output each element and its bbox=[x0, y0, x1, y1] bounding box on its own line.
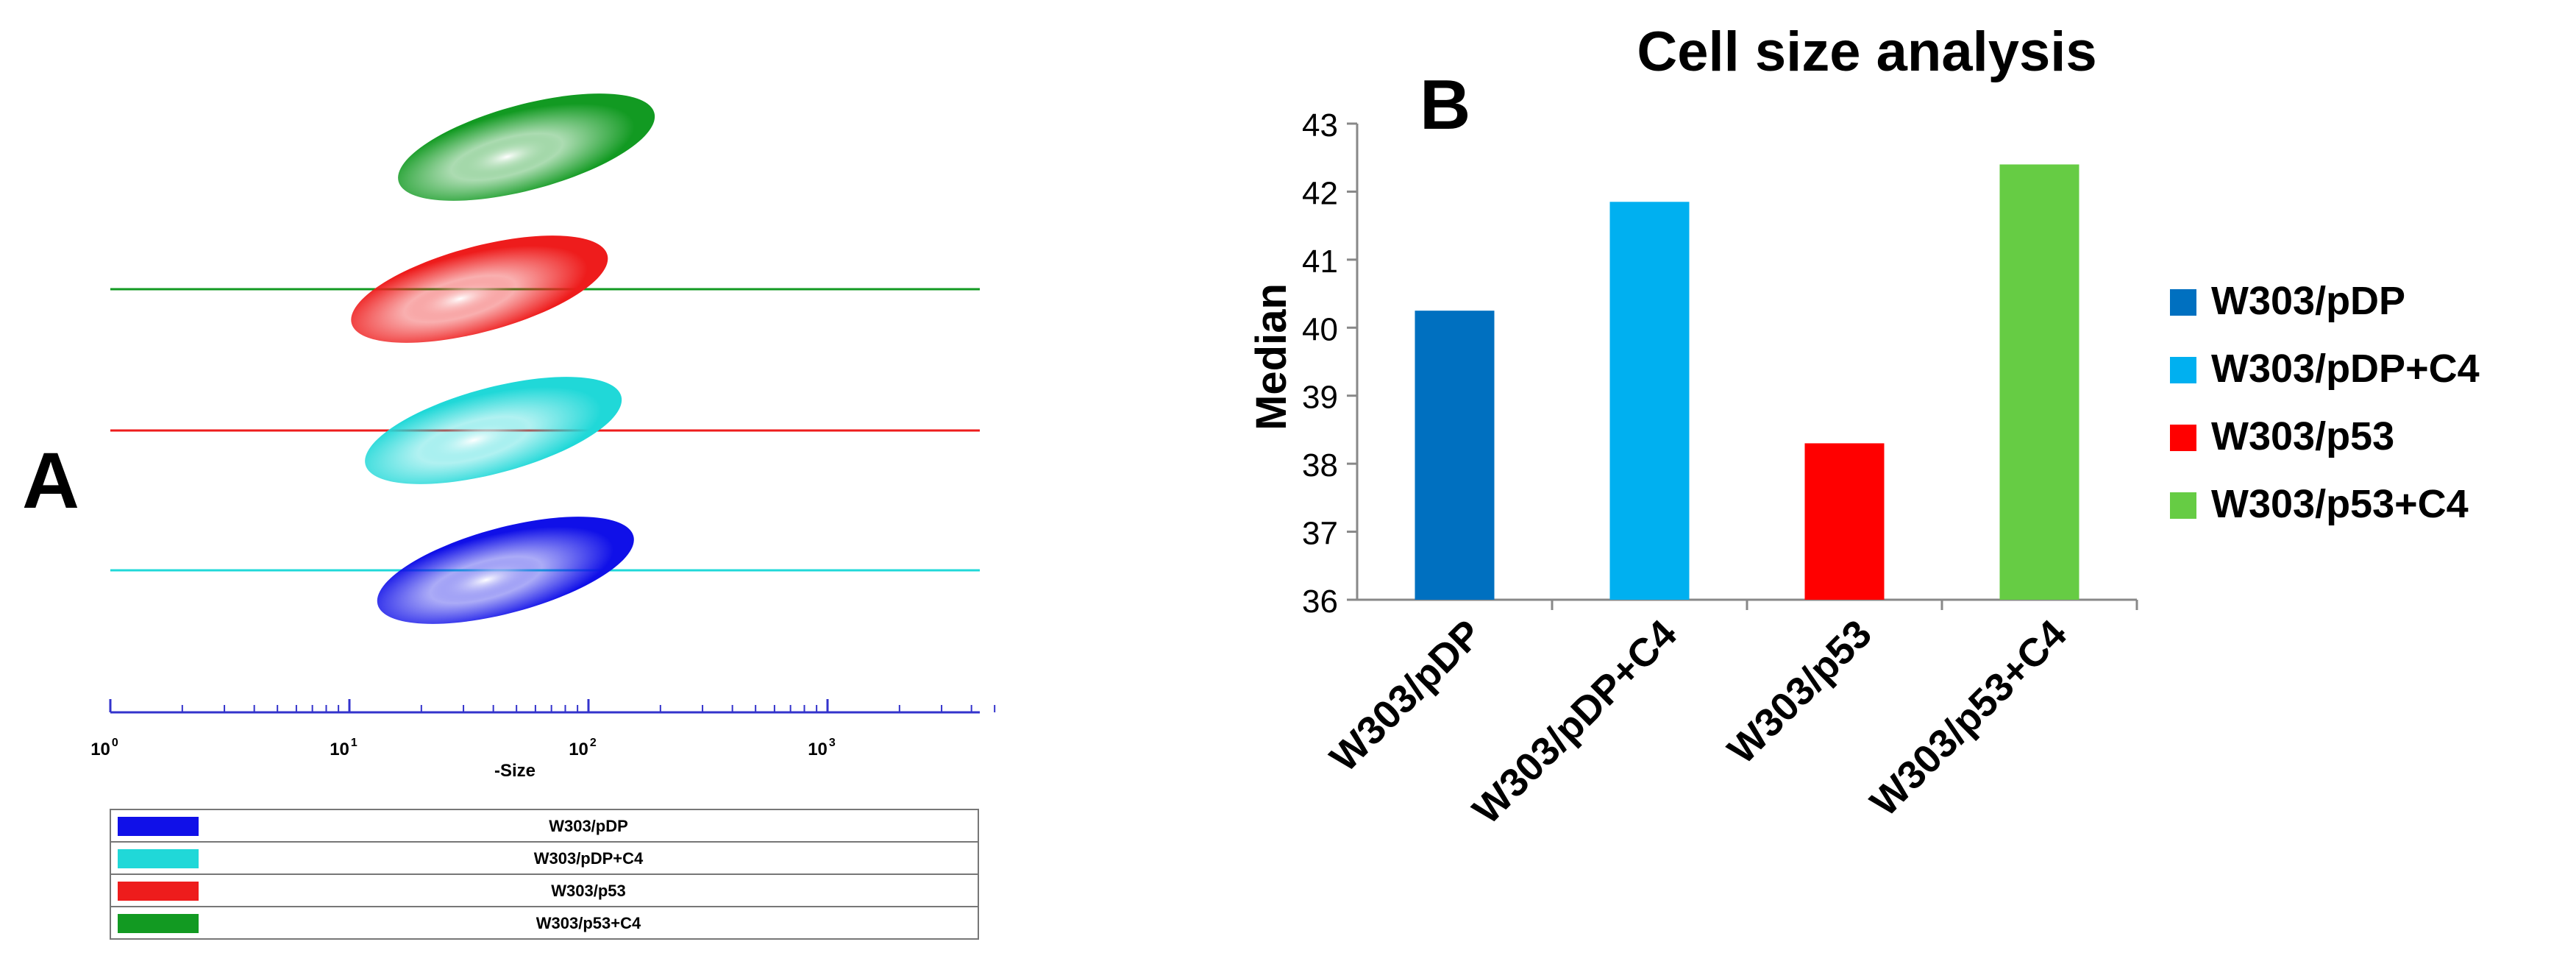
b-legend-swatch bbox=[2170, 492, 2196, 519]
bar-w303-pdp-c4 bbox=[1609, 202, 1690, 600]
a-density-plots bbox=[351, 93, 655, 624]
a-legend-swatch bbox=[118, 849, 199, 868]
bar-w303-p53 bbox=[1804, 443, 1885, 600]
b-y-tick-label: 36 bbox=[1302, 584, 1338, 620]
density-plot-w303-p53 bbox=[351, 235, 608, 343]
b-chart-title: Cell size analysis bbox=[1637, 21, 2096, 83]
a-legend: W303/pDP W303/pDP+C4 W303/p53 W303/p53+C4 bbox=[110, 809, 979, 940]
b-x-tick-label: W303/p53+C4 bbox=[1862, 612, 2075, 825]
a-tick-label: 10 1 bbox=[330, 737, 357, 759]
a-tick-label: 10 3 bbox=[808, 737, 836, 759]
panel-b-letter: B bbox=[1420, 65, 1470, 144]
a-legend-label: W303/p53+C4 bbox=[536, 914, 641, 932]
density-plot-w303-p53-c4 bbox=[398, 93, 655, 201]
b-y-tick-label: 38 bbox=[1302, 447, 1338, 483]
a-tick-label: 10 2 bbox=[569, 737, 597, 759]
b-y-tick-label: 37 bbox=[1302, 516, 1338, 552]
a-x-axis: 10 0 10 1 10 2 10 3 bbox=[90, 699, 996, 759]
b-y-tick-label: 42 bbox=[1302, 175, 1338, 211]
b-x-tick-label: W303/pDP+C4 bbox=[1465, 612, 1685, 832]
a-tick-exponent: 1 bbox=[351, 737, 357, 749]
a-tick-exponent: 3 bbox=[829, 737, 836, 749]
a-tick-exponent: 0 bbox=[112, 737, 118, 749]
b-legend-label: W303/p53 bbox=[2211, 414, 2394, 458]
a-legend-swatch bbox=[118, 882, 199, 901]
a-legend-row bbox=[110, 841, 979, 875]
a-legend-label: W303/pDP+C4 bbox=[534, 849, 644, 868]
b-legend: W303/pDP W303/pDP+C4 W303/p53 W303/p53+C4 bbox=[2170, 279, 2480, 526]
a-legend-label: W303/pDP bbox=[549, 817, 628, 835]
b-legend-label: W303/pDP+C4 bbox=[2211, 347, 2480, 391]
a-tick-exponent: 2 bbox=[590, 737, 597, 749]
a-x-axis-label: -Size bbox=[494, 761, 536, 781]
bar-w303-p53-c4 bbox=[1999, 164, 2079, 600]
b-y-tick-label: 39 bbox=[1302, 380, 1338, 416]
b-legend-swatch bbox=[2170, 425, 2196, 451]
a-legend-label: W303/p53 bbox=[551, 882, 626, 900]
b-legend-swatch bbox=[2170, 289, 2196, 316]
panel-a-letter: A bbox=[22, 436, 79, 525]
a-legend-swatch bbox=[118, 817, 199, 836]
b-legend-swatch bbox=[2170, 357, 2196, 383]
a-legend-row bbox=[110, 809, 979, 843]
b-x-tick-label: W303/p53 bbox=[1719, 612, 1880, 773]
b-y-axis-label: Median bbox=[1248, 283, 1295, 430]
b-x-tick-label: W303/pDP bbox=[1322, 612, 1490, 780]
b-bars bbox=[1415, 164, 2079, 600]
density-plot-w303-pdp bbox=[377, 517, 634, 624]
panel-a-flow-plot: A 10 0 10 1 10 2 10 3 -Size W303/pDPW303/pDP+C4… bbox=[22, 93, 996, 940]
b-y-tick-label: 40 bbox=[1302, 311, 1338, 347]
a-legend-row bbox=[110, 906, 979, 940]
b-y-tick-label: 43 bbox=[1302, 107, 1338, 143]
b-y-tick-label: 41 bbox=[1302, 244, 1338, 280]
a-tick-label: 10 0 bbox=[90, 737, 118, 759]
a-legend-swatch bbox=[118, 914, 199, 933]
panel-b-bar-chart: B Cell size analysis Median 36 37 38 39 40 41… bbox=[1248, 21, 2480, 832]
b-legend-label: W303/pDP bbox=[2211, 279, 2405, 323]
bar-w303-pdp bbox=[1415, 311, 1495, 600]
a-legend-row bbox=[110, 873, 979, 907]
density-plot-w303-pdp-c4 bbox=[365, 377, 622, 484]
b-legend-label: W303/p53+C4 bbox=[2211, 482, 2469, 526]
